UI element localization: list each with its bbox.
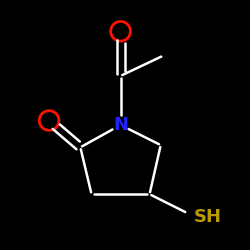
Text: N: N bbox=[113, 116, 128, 134]
Text: SH: SH bbox=[194, 208, 222, 226]
